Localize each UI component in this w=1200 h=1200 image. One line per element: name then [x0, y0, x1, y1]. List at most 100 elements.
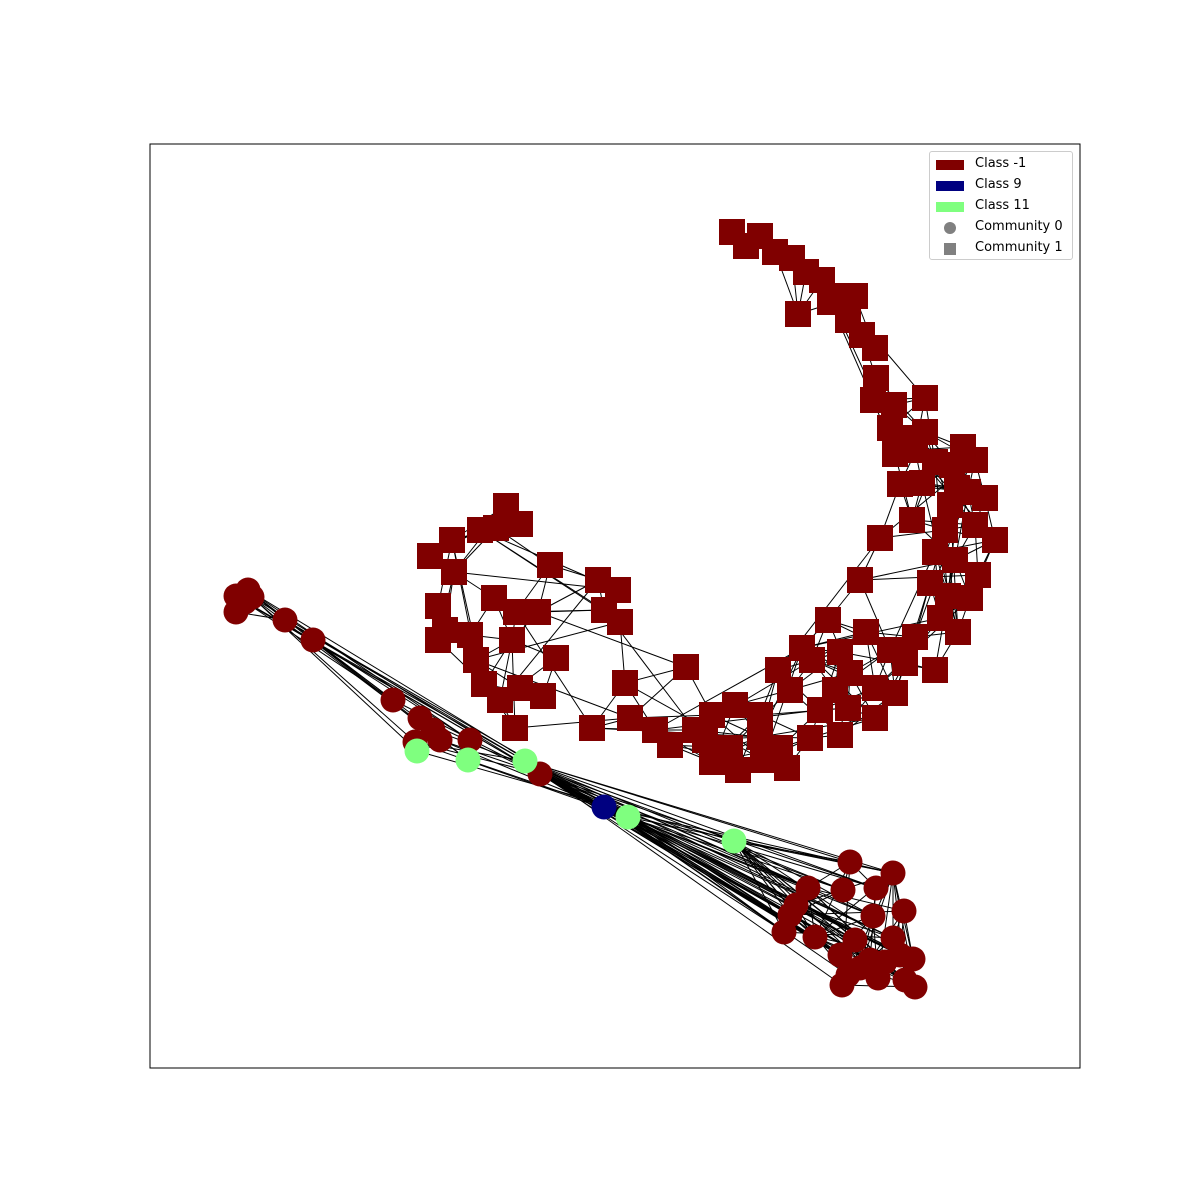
graph-edge: [514, 717, 631, 729]
graph-node-square: [457, 622, 483, 648]
graph-node-square: [747, 702, 773, 728]
graph-node-square: [692, 727, 718, 753]
graph-node-circle: [860, 903, 886, 929]
legend-item-class-minus-1: Class -1: [930, 154, 1074, 174]
graph-node-circle: [880, 860, 906, 886]
graph-node-square: [525, 599, 551, 625]
graph-node-square: [945, 619, 971, 645]
square-marker-icon: [944, 243, 956, 255]
graph-edge: [759, 707, 849, 716]
graph-node-circle: [721, 828, 747, 854]
graph-edge: [733, 840, 791, 916]
graph-node-square: [579, 715, 605, 741]
graph-node-square: [862, 705, 888, 731]
legend-swatch-class-11: [936, 202, 964, 212]
graph-edge: [814, 861, 851, 938]
graph-node-square: [797, 725, 823, 751]
graph-node-circle: [863, 875, 889, 901]
graph-node-square: [835, 695, 861, 721]
graph-node-square: [912, 385, 938, 411]
graph-node-square: [617, 705, 643, 731]
graph-node-circle: [239, 584, 265, 610]
graph-edge: [524, 760, 894, 874]
graph-node-square: [725, 757, 751, 783]
graph-nodes: [223, 219, 1008, 1000]
graph-edge: [537, 611, 687, 668]
graph-node-square: [585, 567, 611, 593]
graph-node-square: [502, 715, 528, 741]
graph-node-square: [537, 552, 563, 578]
graph-edge: [524, 760, 894, 939]
graph-edge: [475, 621, 621, 661]
graph-node-circle: [802, 924, 828, 950]
graph-node-square: [425, 627, 451, 653]
graph-node-square: [892, 650, 918, 676]
graph-node-circle: [902, 974, 928, 1000]
graph-edge: [789, 910, 905, 916]
graph-node-circle: [771, 919, 797, 945]
graph-node-circle: [272, 607, 298, 633]
graph-node-square: [417, 543, 443, 569]
graph-node-square: [463, 647, 489, 673]
legend-swatch-class-minus-1: [936, 160, 964, 170]
graph-node-square: [441, 559, 467, 585]
legend-swatch-class-9: [936, 181, 964, 191]
graph-node-square: [750, 747, 776, 773]
graph-edge: [524, 760, 843, 986]
legend-label: Class -1: [975, 156, 1027, 171]
graph-node-square: [957, 585, 983, 611]
graph-node-circle: [591, 794, 617, 820]
graph-node-square: [774, 755, 800, 781]
graph-node-circle: [872, 949, 898, 975]
graph-node-square: [507, 511, 533, 537]
graph-edge: [795, 904, 894, 939]
graph-node-square: [785, 301, 811, 327]
graph-node-square: [847, 567, 873, 593]
graph-node-square: [922, 657, 948, 683]
graph-node-square: [439, 527, 465, 553]
legend: Class -1 Class 9 Class 11 Community 0 Co…: [929, 151, 1073, 260]
graph-node-square: [503, 599, 529, 625]
graph-node-circle: [404, 738, 430, 764]
graph-node-square: [932, 517, 958, 543]
legend-label: Class 9: [975, 177, 1022, 192]
graph-edge: [524, 760, 877, 889]
graph-node-circle: [827, 942, 853, 968]
graph-node-square: [483, 515, 509, 541]
graph-node-square: [842, 283, 868, 309]
graph-edge: [783, 931, 894, 939]
graph-node-square: [425, 593, 451, 619]
graph-node-square: [799, 647, 825, 673]
graph-edge: [807, 887, 905, 912]
graph-node-circle: [829, 972, 855, 998]
graph-node-circle: [380, 687, 406, 713]
legend-label: Community 1: [975, 240, 1063, 255]
graph-node-square: [937, 492, 963, 518]
graph-node-circle: [427, 727, 453, 753]
graph-node-square: [972, 485, 998, 511]
graph-edge: [524, 760, 797, 906]
legend-item-class-9: Class 9: [930, 175, 1074, 195]
graph-node-square: [827, 722, 853, 748]
graph-node-square: [863, 365, 889, 391]
graph-node-square: [642, 717, 668, 743]
graph-edge: [244, 601, 394, 701]
graph-node-circle: [900, 946, 926, 972]
graph-node-square: [543, 645, 569, 671]
legend-item-community-0: Community 0: [930, 217, 1074, 237]
graph-node-square: [699, 749, 725, 775]
graph-node-square: [909, 470, 935, 496]
graph-node-square: [862, 335, 888, 361]
graph-node-square: [507, 675, 533, 701]
graph-node-square: [612, 670, 638, 696]
graph-node-square: [962, 447, 988, 473]
graph-node-circle: [300, 627, 326, 653]
graph-node-square: [607, 609, 633, 635]
graph-node-square: [673, 654, 699, 680]
graph-node-circle: [891, 898, 917, 924]
graph-edge: [539, 773, 844, 891]
graph-node-square: [853, 619, 879, 645]
graph-node-square: [777, 677, 803, 703]
graph-edge: [524, 760, 901, 956]
legend-item-class-11: Class 11: [930, 196, 1074, 216]
